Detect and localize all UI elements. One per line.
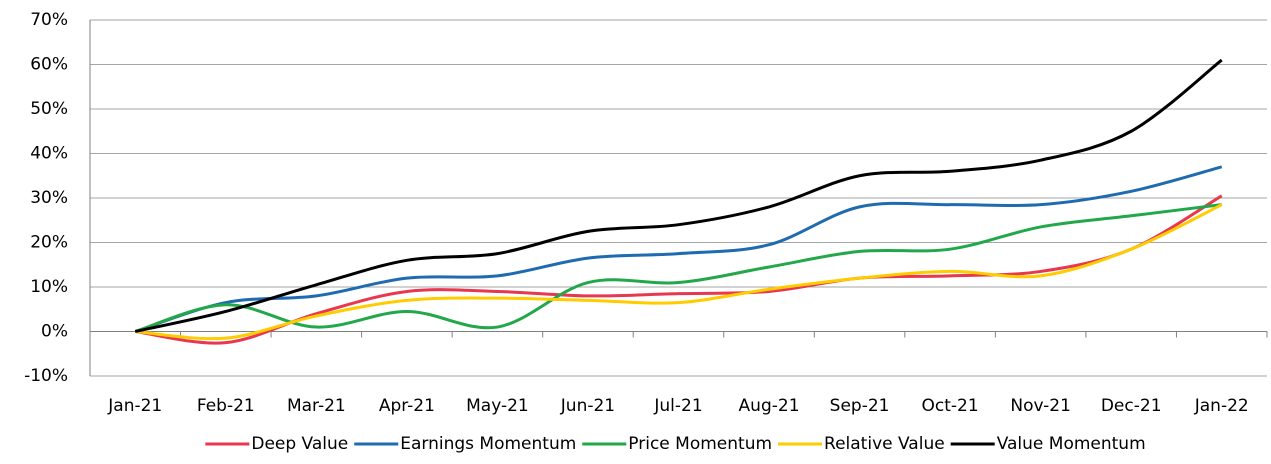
- x-tick-label: May-21: [466, 396, 529, 416]
- x-tick-label: Dec-21: [1101, 396, 1162, 416]
- y-tick-label: 60%: [30, 55, 68, 75]
- y-tick-label: 70%: [30, 10, 68, 30]
- x-tick-label: Jun-21: [560, 396, 615, 416]
- x-tick-label: Feb-21: [197, 396, 255, 416]
- y-tick-label: 30%: [30, 188, 68, 208]
- x-tick-label: Mar-21: [287, 396, 346, 416]
- x-tick-label: Apr-21: [379, 396, 435, 416]
- x-tick-label: Nov-21: [1010, 396, 1071, 416]
- x-tick-label: Jan-21: [107, 396, 162, 416]
- x-tick-label: Jan-22: [1194, 396, 1249, 416]
- x-tick-label: Sep-21: [830, 396, 890, 416]
- legend-label: Deep Value: [251, 434, 348, 454]
- legend-label: Relative Value: [824, 434, 945, 454]
- legend-label: Value Momentum: [997, 434, 1146, 454]
- x-tick-label: Oct-21: [922, 396, 979, 416]
- line-series: [134, 165, 1223, 333]
- y-tick-label: 20%: [30, 233, 68, 253]
- legend: Deep Value Earnings Momentum Price Momentu…: [205, 434, 1146, 454]
- line-series: [135, 194, 1223, 345]
- x-tick-label: Jul-21: [653, 396, 702, 416]
- line-series: [135, 203, 1223, 341]
- y-tick-label: 0%: [41, 322, 68, 342]
- y-tick-label: 10%: [30, 277, 68, 297]
- y-tick-label: 40%: [30, 144, 68, 164]
- x-tick-label: Aug-21: [739, 396, 800, 416]
- legend-label: Price Momentum: [628, 434, 772, 454]
- line-series: [134, 203, 1222, 333]
- y-tick-label: -10%: [24, 366, 68, 386]
- line-series: [134, 58, 1223, 333]
- legend-label: Earnings Momentum: [400, 434, 576, 454]
- y-tick-label: 50%: [30, 99, 68, 119]
